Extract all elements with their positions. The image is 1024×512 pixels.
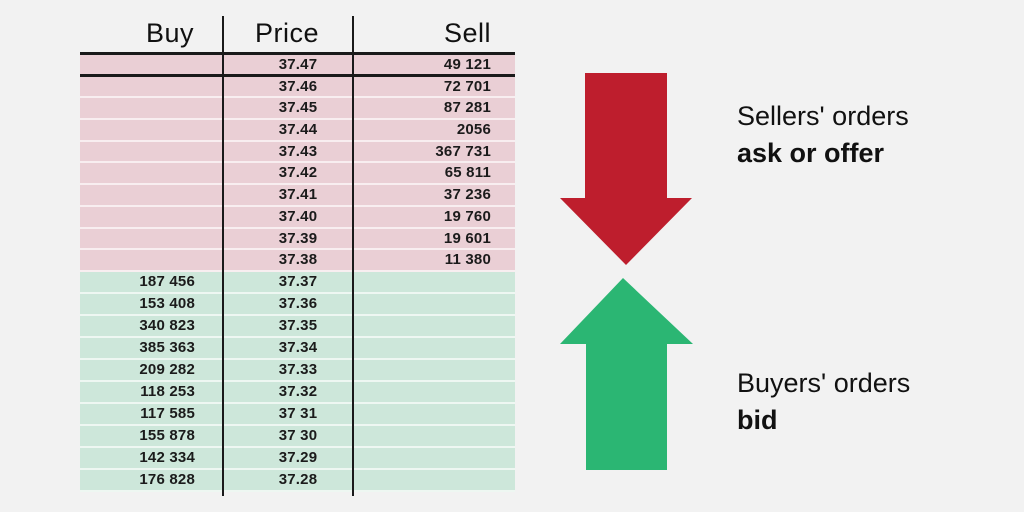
column-divider-line bbox=[352, 16, 354, 496]
price-cell: 37.29 bbox=[278, 448, 318, 466]
sell-cell bbox=[352, 448, 515, 468]
sell-column-header: Sell bbox=[443, 17, 491, 48]
table-row: 37.39 19 601 bbox=[80, 228, 515, 251]
price-cell: 37.34 bbox=[278, 338, 318, 356]
table-row: 176 828 37.28 bbox=[80, 469, 515, 492]
table-row: 153 408 37.36 bbox=[80, 293, 515, 316]
sellers-caption-line1: Sellers' orders bbox=[737, 101, 909, 131]
buyers-caption-line2: bid bbox=[737, 405, 778, 435]
sell-cell bbox=[352, 470, 515, 490]
buy-cell: 340 823 bbox=[139, 316, 195, 334]
sell-cell bbox=[352, 382, 515, 402]
table-row: 142 334 37.29 bbox=[80, 447, 515, 470]
table-row: 37.47 49 121 bbox=[80, 55, 515, 77]
buy-cell bbox=[80, 185, 222, 205]
sell-cell bbox=[352, 272, 515, 292]
table-row: 209 282 37.33 bbox=[80, 359, 515, 382]
table-row: 37.46 72 701 bbox=[80, 76, 515, 99]
table-row: 37.44 2056 bbox=[80, 120, 515, 142]
table-row: 385 363 37.34 bbox=[80, 337, 515, 360]
sellers-down-arrow-icon bbox=[560, 73, 692, 265]
table-row: 118 253 37.32 bbox=[80, 381, 515, 404]
order-book-table: Buy Price Sell 37.47 49 121 37.46 72 701 37.… bbox=[80, 14, 515, 496]
sell-cell bbox=[352, 294, 515, 314]
price-cell: 37.38 bbox=[278, 251, 318, 269]
buy-cell bbox=[80, 229, 222, 249]
price-cell: 37.32 bbox=[278, 382, 318, 400]
sell-cell bbox=[352, 360, 515, 380]
table-row: 117 585 37 31 bbox=[80, 403, 515, 426]
price-cell: 37.43 bbox=[278, 142, 318, 160]
price-cell: 37.36 bbox=[278, 294, 318, 312]
table-row: 37.38 11 380 bbox=[80, 250, 515, 272]
table-header-row: Buy Price Sell bbox=[80, 14, 515, 55]
down-arrow-shape bbox=[560, 73, 692, 265]
price-cell: 37.39 bbox=[278, 229, 318, 247]
price-cell: 37.41 bbox=[278, 186, 318, 204]
price-cell: 37.44 bbox=[278, 121, 318, 139]
buyers-caption: Buyers' orders bid bbox=[737, 365, 910, 439]
price-cell: 37 30 bbox=[278, 426, 318, 444]
price-cell: 37 31 bbox=[278, 404, 318, 422]
order-book-body: 37.47 49 121 37.46 72 701 37.45 87 281 37.44 20… bbox=[80, 55, 515, 492]
buy-cell bbox=[80, 207, 222, 227]
table-row: 340 823 37.35 bbox=[80, 315, 515, 338]
price-cell: 37.42 bbox=[278, 164, 318, 182]
price-cell: 37.46 bbox=[278, 77, 318, 95]
sell-cell: 19 601 bbox=[443, 229, 491, 247]
buyers-caption-line1: Buyers' orders bbox=[737, 368, 911, 398]
buy-column-header: Buy bbox=[145, 17, 194, 48]
sell-cell bbox=[352, 338, 515, 358]
sell-cell bbox=[352, 426, 515, 446]
buy-cell: 118 253 bbox=[140, 382, 195, 400]
buy-cell bbox=[80, 163, 222, 183]
buy-cell bbox=[80, 77, 222, 97]
price-cell: 37.33 bbox=[278, 360, 318, 378]
table-row: 37.41 37 236 bbox=[80, 185, 515, 207]
buy-cell: 385 363 bbox=[139, 338, 195, 356]
table-row: 37.42 65 811 bbox=[80, 163, 515, 186]
sell-cell: 72 701 bbox=[443, 77, 491, 95]
price-cell: 37.37 bbox=[278, 272, 318, 290]
buy-cell bbox=[80, 120, 222, 140]
buyers-up-arrow-icon bbox=[560, 278, 693, 470]
price-cell: 37.28 bbox=[278, 470, 318, 488]
table-row: 37.45 87 281 bbox=[80, 98, 515, 121]
buy-cell bbox=[80, 98, 222, 118]
price-column-header: Price bbox=[254, 17, 319, 48]
price-cell: 37.40 bbox=[278, 207, 318, 225]
buy-cell bbox=[80, 55, 222, 74]
sell-cell: 2056 bbox=[456, 121, 491, 139]
sell-cell: 19 760 bbox=[443, 207, 491, 225]
buy-cell: 117 585 bbox=[140, 404, 195, 422]
sell-cell: 37 236 bbox=[443, 186, 491, 204]
column-divider-line bbox=[222, 16, 224, 496]
sellers-caption-line2: ask or offer bbox=[737, 138, 885, 168]
table-row: 155 878 37 30 bbox=[80, 425, 515, 448]
table-row: 37.43 367 731 bbox=[80, 141, 515, 164]
price-cell: 37.45 bbox=[278, 99, 318, 117]
sell-cell: 367 731 bbox=[435, 142, 491, 160]
up-arrow-shape bbox=[560, 278, 693, 470]
buy-cell: 187 456 bbox=[139, 272, 195, 290]
buy-cell: 209 282 bbox=[139, 360, 195, 378]
price-cell: 37.35 bbox=[278, 316, 318, 334]
sell-cell: 87 281 bbox=[443, 99, 491, 117]
sell-cell: 11 380 bbox=[444, 251, 491, 269]
sell-cell bbox=[352, 316, 515, 336]
sell-cell: 65 811 bbox=[444, 164, 491, 182]
buy-cell bbox=[80, 142, 222, 162]
table-row: 187 456 37.37 bbox=[80, 271, 515, 294]
table-row: 37.40 19 760 bbox=[80, 206, 515, 229]
buy-cell: 142 334 bbox=[139, 448, 195, 466]
buy-cell: 155 878 bbox=[139, 426, 195, 444]
buy-cell bbox=[80, 250, 222, 270]
sellers-caption: Sellers' orders ask or offer bbox=[737, 98, 909, 172]
sell-cell: 49 121 bbox=[443, 56, 491, 73]
sell-cell bbox=[352, 404, 515, 424]
buy-cell: 153 408 bbox=[139, 294, 195, 312]
buy-cell: 176 828 bbox=[139, 470, 195, 488]
price-cell: 37.47 bbox=[278, 56, 318, 73]
